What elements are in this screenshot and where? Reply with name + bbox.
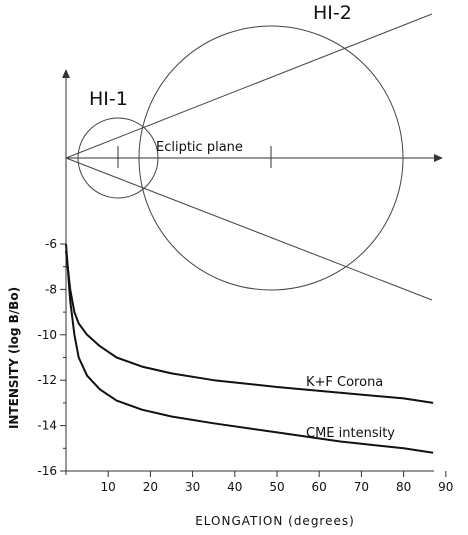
x-tick-label: 80 [396, 480, 411, 494]
fov-lower-line [65, 157, 433, 301]
y-tick-label: -8 [45, 282, 57, 296]
y-tick-label: -14 [37, 419, 57, 433]
y-tick-label: -16 [37, 464, 57, 478]
x-tick-label: 50 [269, 480, 284, 494]
series-line-kf-corona [65, 250, 434, 404]
y-axis-title: INTENSITY (log B/Bo) [7, 287, 21, 429]
y-tick-label: -12 [37, 373, 57, 387]
hi2-label: HI-2 [313, 2, 352, 24]
x-tick-label: 90 [438, 480, 453, 494]
x-tick-label: 30 [185, 480, 200, 494]
y-ticks: -6 -8 -10 -12 -14 -16 [37, 237, 66, 478]
hi1-field-of-view-circle [77, 117, 159, 199]
x-axis-title: ELONGATION (degrees) [195, 514, 355, 528]
hi1-label: HI-1 [89, 88, 128, 110]
series-label-cme-intensity: CME intensity [306, 426, 395, 441]
x-tick-label: 60 [312, 480, 327, 494]
y-tick-label: -10 [37, 328, 57, 342]
y-tick-label: -6 [45, 237, 57, 251]
series-label-kf-corona: K+F Corona [306, 375, 383, 390]
ecliptic-plane-label: Ecliptic plane [156, 140, 243, 155]
data-series [65, 243, 434, 454]
x-ticks: 10 20 30 40 50 60 70 80 90 [101, 471, 453, 494]
x-tick-label: 10 [101, 480, 116, 494]
x-tick-label: 20 [143, 480, 158, 494]
series-line-cme-intensity [65, 243, 434, 454]
fov-upper-line [65, 13, 433, 159]
x-tick-label: 70 [354, 480, 369, 494]
intensity-chart: 10 20 30 40 50 60 70 80 90 -6 -8 -10 -12 -14 -16 ELON… [7, 237, 453, 528]
vertical-axis-arrow [62, 69, 70, 78]
ecliptic-axis-arrow [434, 154, 443, 162]
hi2-field-of-view-circle [138, 25, 404, 291]
geometry-diagram: HI-1 HI-2 Ecliptic plane [62, 2, 443, 475]
x-tick-label: 40 [227, 480, 242, 494]
